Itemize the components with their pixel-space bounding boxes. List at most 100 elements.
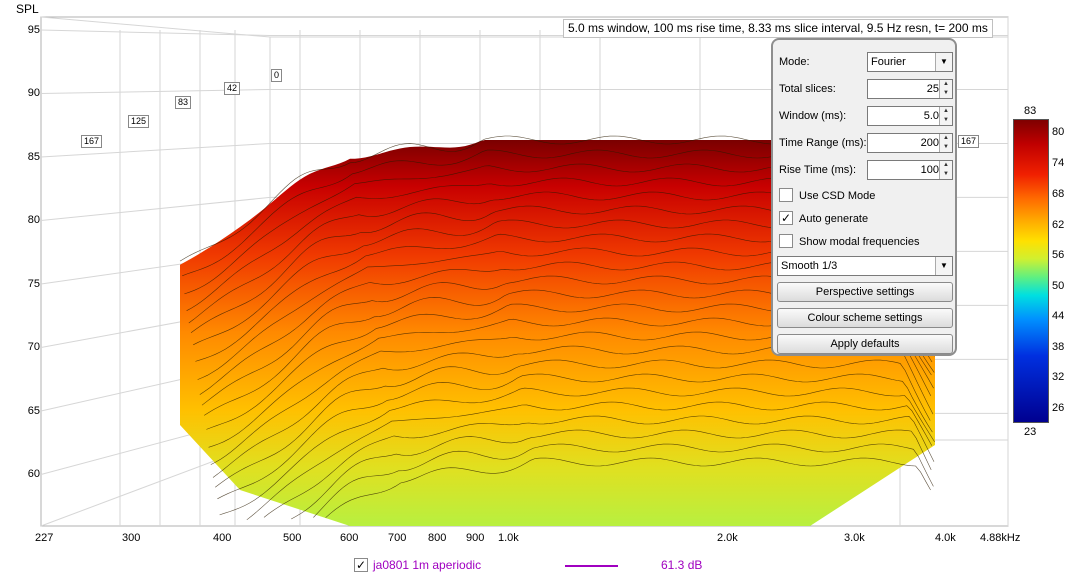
total-slices-spinner[interactable]: ▲ ▼ — [939, 80, 952, 98]
colorbar-tick: 50 — [1052, 280, 1065, 292]
waterfall-slice-line — [246, 401, 933, 521]
legend-value: 61.3 dB — [661, 558, 703, 572]
x-tick-label: 300 — [122, 532, 141, 544]
checkmark-icon[interactable]: ✓ — [779, 211, 793, 226]
y-tick-label: 80 — [27, 214, 40, 226]
rise-time-field[interactable]: ▲▼ — [867, 160, 953, 180]
y-tick-label: 75 — [27, 278, 40, 290]
mode-select[interactable]: Fourier ▼ — [867, 52, 953, 72]
spin-down-icon[interactable]: ▼ — [943, 90, 949, 96]
window-label: Window (ms): — [779, 110, 847, 122]
smoothing-value: Smooth 1/3 — [781, 260, 838, 272]
x-tick-label: 600 — [340, 532, 359, 544]
waterfall-slice-line — [215, 359, 931, 488]
time-range-label: Time Range (ms): — [779, 137, 867, 149]
rise-time-spinner[interactable]: ▲ ▼ — [939, 161, 952, 179]
total-slices-field[interactable]: ▲▼ — [867, 79, 953, 99]
total-slices-label: Total slices: — [779, 83, 836, 95]
colorbar-bottom-label: 23 — [1024, 426, 1037, 438]
legend-measurement-name[interactable]: ja0801 1m aperiodic — [373, 558, 482, 572]
y-tick-label: 90 — [27, 87, 40, 99]
time-range-spinner[interactable]: ▲ ▼ — [939, 134, 952, 152]
spin-up-icon[interactable]: ▲ — [943, 81, 949, 87]
rise-time-label: Rise Time (ms): — [779, 164, 856, 176]
colorbar-tick: 56 — [1052, 249, 1065, 261]
mode-value: Fourier — [871, 56, 906, 68]
use-csd-checkbox[interactable]: Use CSD Mode — [779, 187, 875, 205]
rise-time-input[interactable] — [868, 161, 942, 179]
time-marker: 42 — [224, 82, 241, 95]
checkbox-box[interactable] — [779, 188, 793, 203]
waterfall-slice-line — [263, 415, 935, 518]
spin-up-icon[interactable]: ▲ — [943, 162, 949, 168]
smoothing-select[interactable]: Smooth 1/3 ▼ — [777, 256, 953, 276]
waterfall-settings-panel: Mode: Fourier ▼ Total slices: ▲▼ Window … — [771, 38, 957, 356]
window-input[interactable] — [868, 107, 942, 125]
spin-up-icon[interactable]: ▲ — [943, 108, 949, 114]
grid-line — [40, 29, 271, 36]
x-tick-label: 4.0k — [935, 532, 956, 544]
colorbar-tick: 68 — [1052, 188, 1065, 200]
x-tick-label: 1.0k — [498, 532, 519, 544]
apply-defaults-button[interactable]: Apply defaults — [777, 334, 953, 354]
total-slices-input[interactable] — [868, 80, 942, 98]
colorbar-tick: 74 — [1052, 157, 1065, 169]
colorbar-top-label: 83 — [1024, 105, 1037, 117]
x-tick-label: 4.88kHz — [980, 532, 1021, 544]
grid-line — [40, 142, 271, 158]
spin-up-icon[interactable]: ▲ — [943, 135, 949, 141]
auto-generate-label: Auto generate — [799, 213, 869, 225]
auto-generate-checkbox[interactable]: ✓ Auto generate — [779, 210, 868, 228]
time-marker: 83 — [175, 96, 192, 109]
waterfall-slice-line — [325, 457, 931, 518]
chevron-down-icon[interactable]: ▼ — [935, 257, 952, 275]
y-tick-label: 65 — [27, 405, 40, 417]
chevron-down-icon[interactable]: ▼ — [935, 53, 952, 71]
time-marker: 167 — [958, 135, 980, 148]
grid-line — [40, 16, 271, 38]
y-tick-label: 95 — [27, 24, 40, 36]
x-tick-label: 3.0k — [844, 532, 865, 544]
perspective-settings-button[interactable]: Perspective settings — [777, 282, 953, 302]
legend-line-swatch — [565, 565, 618, 567]
color-scale-bar — [1013, 119, 1049, 423]
show-modal-label: Show modal frequencies — [799, 236, 920, 248]
colorbar-tick: 80 — [1052, 126, 1065, 138]
waterfall-slice-line — [217, 373, 933, 500]
show-modal-checkbox[interactable]: Show modal frequencies — [779, 233, 919, 251]
y-tick-label: 85 — [27, 151, 40, 163]
x-tick-label: 900 — [466, 532, 485, 544]
y-tick-label: 60 — [27, 468, 40, 480]
time-marker: 125 — [128, 115, 150, 128]
colorbar-tick: 26 — [1052, 402, 1065, 414]
analysis-info: 5.0 ms window, 100 ms rise time, 8.33 ms… — [563, 19, 993, 38]
time-marker: 0 — [271, 69, 283, 82]
x-tick-label: 500 — [283, 532, 302, 544]
x-tick-label: 800 — [428, 532, 447, 544]
time-marker: 167 — [81, 135, 103, 148]
window-field[interactable]: ▲▼ — [867, 106, 953, 126]
grid-line — [40, 196, 271, 221]
waterfall-slice-line — [219, 387, 935, 516]
waterfall-slice-line — [313, 443, 934, 518]
time-range-field[interactable]: ▲▼ — [867, 133, 953, 153]
checkbox-box[interactable] — [779, 234, 793, 249]
spin-down-icon[interactable]: ▼ — [943, 144, 949, 150]
y-tick-label: 70 — [27, 341, 40, 353]
colorbar-tick: 44 — [1052, 310, 1065, 322]
x-tick-label: 400 — [213, 532, 232, 544]
measurement-legend: ✓ ja0801 1m aperiodic 61.3 dB — [0, 557, 1084, 575]
colorbar-tick: 38 — [1052, 341, 1065, 353]
window-spinner[interactable]: ▲ ▼ — [939, 107, 952, 125]
x-tick-label: 227 — [35, 532, 54, 544]
time-range-input[interactable] — [868, 134, 942, 152]
use-csd-label: Use CSD Mode — [799, 190, 876, 202]
spin-down-icon[interactable]: ▼ — [943, 117, 949, 123]
colour-scheme-settings-button[interactable]: Colour scheme settings — [777, 308, 953, 328]
y-axis-title: SPL — [16, 2, 39, 16]
colorbar-tick: 32 — [1052, 371, 1065, 383]
legend-checkbox[interactable]: ✓ — [354, 558, 368, 572]
x-tick-label: 700 — [388, 532, 407, 544]
colorbar-tick: 62 — [1052, 219, 1065, 231]
spin-down-icon[interactable]: ▼ — [943, 171, 949, 177]
